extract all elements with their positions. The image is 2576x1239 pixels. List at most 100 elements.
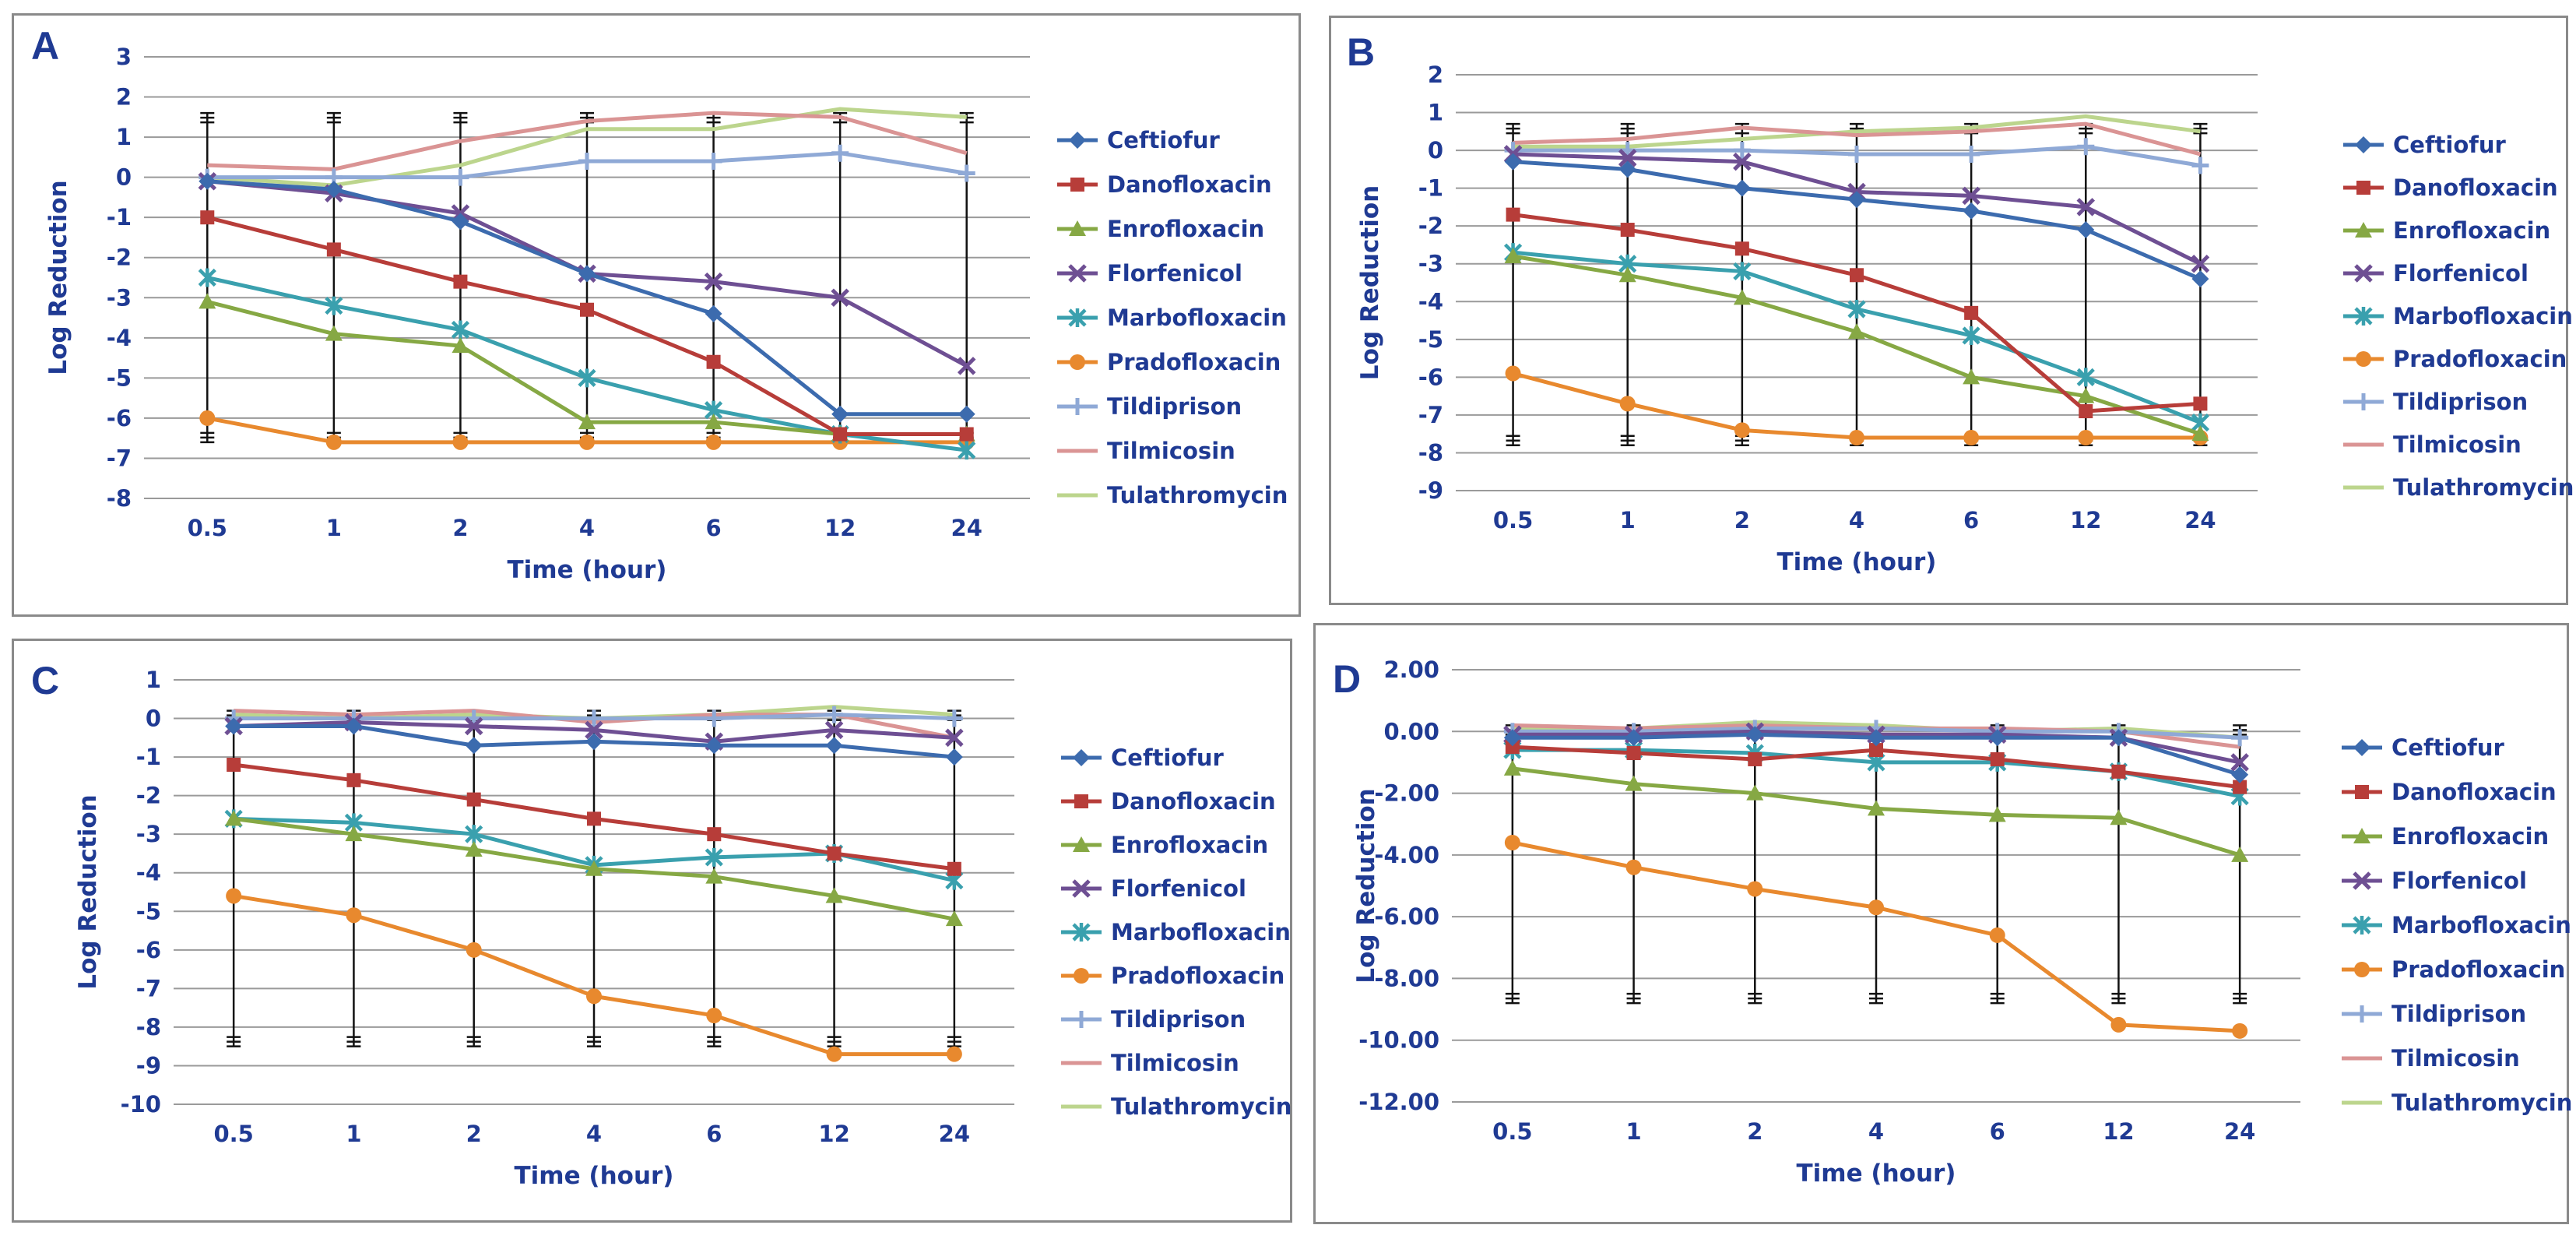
x-axis: 0.5 1 2 4 6 12 24 — [1492, 1118, 2255, 1145]
marker-ceftiofur — [325, 181, 343, 199]
marker-florfenicol — [831, 288, 849, 308]
legend-label: Marbofloxacin — [2393, 303, 2573, 329]
y-tick-label: -8 — [107, 485, 132, 512]
marker-florfenicol — [585, 720, 603, 740]
y-tick-label: -8 — [1418, 439, 1443, 466]
x-tick-label: 6 — [1963, 507, 1979, 533]
marker-ceftiofur — [2110, 729, 2128, 747]
y-axis-title: Log Reduction — [74, 794, 102, 989]
marker-danofloxacin — [1748, 751, 1762, 766]
series-enrofloxacin — [1504, 248, 2209, 442]
legend-item-tilmicosin: Tilmicosin — [2343, 431, 2522, 458]
marker-pradofloxacin — [2356, 351, 2371, 367]
legend-label: Enrofloxacin — [1111, 832, 1268, 858]
y-tick-label: -4.00 — [1374, 842, 1439, 868]
marker-enrofloxacin — [452, 337, 469, 354]
x-tick-label: 6 — [706, 1121, 722, 1147]
y-tick-label: -2 — [1418, 213, 1443, 239]
series-danofloxacin — [1506, 207, 2208, 419]
marker-enrofloxacin — [1988, 806, 2006, 822]
marker-enrofloxacin — [1618, 266, 1636, 283]
legend-item-enrofloxacin: Enrofloxacin — [2342, 823, 2549, 850]
marker-ceftiofur — [585, 733, 603, 751]
marker-danofloxacin — [1626, 746, 1641, 761]
series-line-tilmicosin — [1513, 121, 2202, 157]
y-tick-label: -10 — [121, 1091, 161, 1118]
legend-label: Tildiprison — [1107, 393, 1242, 420]
y-tick-label: -4 — [136, 860, 161, 886]
x-tick-label: 1 — [346, 1121, 361, 1147]
legend-item-ceftiofur: Ceftiofur — [1057, 127, 1221, 153]
marker-pradofloxacin — [586, 988, 602, 1005]
y-tick-label: -7 — [1418, 402, 1443, 428]
marker-danofloxacin — [1620, 223, 1635, 238]
marker-enrofloxacin — [2355, 222, 2372, 238]
series-enrofloxacin — [225, 810, 963, 927]
legend-label: Florfenicol — [2391, 868, 2527, 894]
y-axis-title: Log Reduction — [1356, 185, 1384, 380]
panel-label-b: B — [1347, 30, 1376, 74]
marker-tildiprison — [945, 709, 963, 727]
marker-pradofloxacin — [1074, 968, 1089, 984]
legend-item-tulathromycin: Tulathromycin — [1057, 482, 1288, 509]
y-axis: -12.00 -10.00 -8.00 -6.00 -4.00 -2.00 0.00 2.00 — [1358, 656, 1439, 1115]
x-tick-label: 0.5 — [188, 515, 227, 541]
legend-label: Tildiprison — [1111, 1006, 1246, 1033]
marker-marbofloxacin — [705, 847, 723, 867]
legend-item-pradofloxacin: Pradofloxacin — [1061, 963, 1284, 989]
legend-label: Florfenicol — [2393, 260, 2529, 287]
marker-tildiprison — [2353, 1005, 2370, 1023]
marker-enrofloxacin — [1069, 220, 1086, 236]
legend-label: Pradofloxacin — [2393, 346, 2567, 372]
y-tick-label: 0.00 — [1383, 718, 1439, 744]
marker-ceftiofur — [2077, 221, 2095, 239]
marker-ceftiofur — [825, 737, 843, 755]
marker-pradofloxacin — [2232, 1023, 2248, 1039]
legend-label: Enrofloxacin — [1107, 216, 1264, 242]
legend-label: Ceftiofur — [2393, 132, 2507, 158]
legend-label: Tilmicosin — [2393, 431, 2522, 458]
marker-pradofloxacin — [1747, 881, 1763, 897]
legend-label: Tilmicosin — [2391, 1045, 2520, 1072]
series-ceftiofur — [199, 172, 975, 423]
y-tick-label: 2.00 — [1383, 656, 1439, 683]
legend-label: Marbofloxacin — [1111, 919, 1291, 945]
marker-ceftiofur — [452, 213, 469, 231]
marker-pradofloxacin — [1989, 927, 2005, 943]
marker-enrofloxacin — [945, 910, 963, 927]
marker-tildiprison — [2077, 138, 2095, 156]
legend-label: Marbofloxacin — [2391, 912, 2571, 938]
legend-label: Ceftiofur — [2391, 734, 2505, 761]
y-tick-label: -5 — [107, 364, 132, 391]
legend-label: Tulathromycin — [2391, 1089, 2572, 1116]
marker-ceftiofur — [1618, 160, 1636, 178]
legend-label: Tilmicosin — [1111, 1050, 1239, 1076]
marker-pradofloxacin — [706, 1008, 722, 1024]
marker-enrofloxacin — [1504, 248, 1522, 264]
y-tick-label: -5 — [1418, 326, 1443, 353]
x-tick-label: 2 — [452, 515, 468, 541]
legend-label: Ceftiofur — [1111, 744, 1225, 771]
marker-tildiprison — [1848, 145, 1865, 163]
x-tick-label: 4 — [586, 1121, 602, 1147]
marker-danofloxacin — [707, 827, 722, 842]
marker-ceftiofur — [2231, 766, 2249, 783]
marker-enrofloxacin — [2231, 846, 2249, 862]
marker-florfenicol — [2191, 254, 2210, 273]
y-tick-label: -2 — [107, 245, 132, 271]
marker-marbofloxacin — [578, 368, 596, 388]
marker-marbofloxacin — [1072, 923, 1091, 942]
legend-label: Ceftiofur — [1107, 127, 1221, 153]
y-axis-title: Log Reduction — [44, 180, 72, 375]
marker-ceftiofur — [225, 717, 243, 735]
legend-label: Pradofloxacin — [2391, 956, 2565, 983]
series-tildiprison — [199, 144, 975, 186]
marker-pradofloxacin — [1734, 422, 1750, 438]
marker-marbofloxacin — [2353, 916, 2371, 935]
x-tick-label: 0.5 — [1493, 507, 1533, 533]
x-tick-label: 12 — [824, 515, 856, 541]
marker-enrofloxacin — [578, 414, 596, 430]
legend-item-pradofloxacin: Pradofloxacin — [2342, 956, 2565, 983]
y-tick-label: -10.00 — [1358, 1027, 1439, 1054]
